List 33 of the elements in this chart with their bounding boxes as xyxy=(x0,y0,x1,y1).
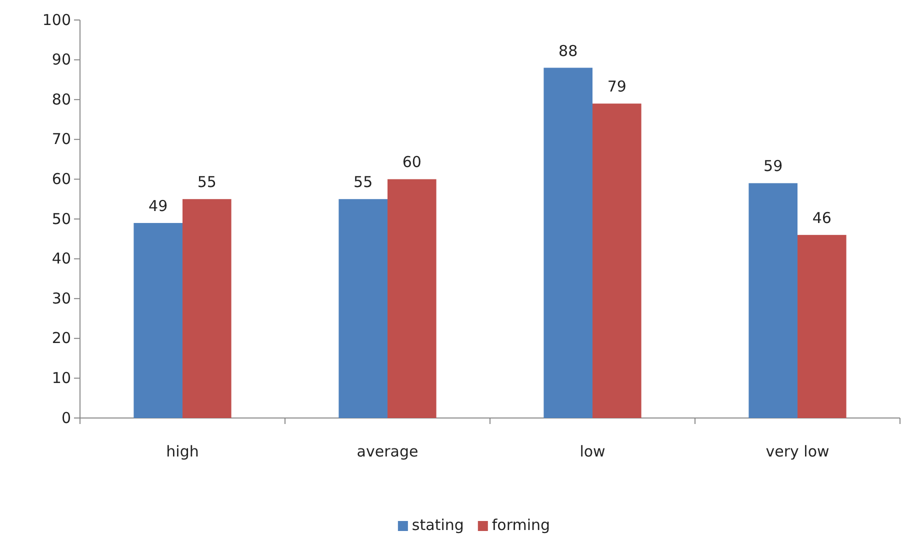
data-label: 79 xyxy=(607,78,626,96)
y-tick-label: 0 xyxy=(61,408,71,427)
data-label: 46 xyxy=(812,208,832,227)
y-tick-label: 100 xyxy=(42,10,71,29)
bar xyxy=(134,222,182,418)
bar xyxy=(544,68,592,418)
data-label: 49 xyxy=(148,196,168,215)
x-tick-label: very low xyxy=(766,442,830,461)
bar xyxy=(182,199,232,418)
data-label: 55 xyxy=(197,173,216,192)
data-label: 59 xyxy=(764,157,783,176)
y-tick-label: 10 xyxy=(52,369,71,387)
data-label: 55 xyxy=(354,173,373,192)
bar xyxy=(388,179,436,418)
bar xyxy=(338,199,388,418)
legend-label: stating xyxy=(412,516,464,534)
y-tick-label: 20 xyxy=(52,329,71,348)
y-tick-label: 70 xyxy=(52,130,71,148)
data-label: 60 xyxy=(402,153,422,172)
y-tick-label: 40 xyxy=(52,250,71,268)
y-tick-label: 30 xyxy=(52,289,71,308)
x-tick-label: average xyxy=(356,442,418,461)
bar xyxy=(798,234,846,418)
y-tick-label: 60 xyxy=(52,170,71,188)
data-label: 88 xyxy=(558,42,578,60)
x-tick-label: low xyxy=(580,442,606,461)
y-tick-label: 80 xyxy=(52,90,71,108)
y-tick-label: 90 xyxy=(52,50,71,69)
y-tick-label: 50 xyxy=(52,210,71,228)
bar xyxy=(748,183,798,418)
x-tick-label: high xyxy=(166,442,199,461)
bar xyxy=(592,104,642,418)
legend-label: forming xyxy=(492,516,550,534)
